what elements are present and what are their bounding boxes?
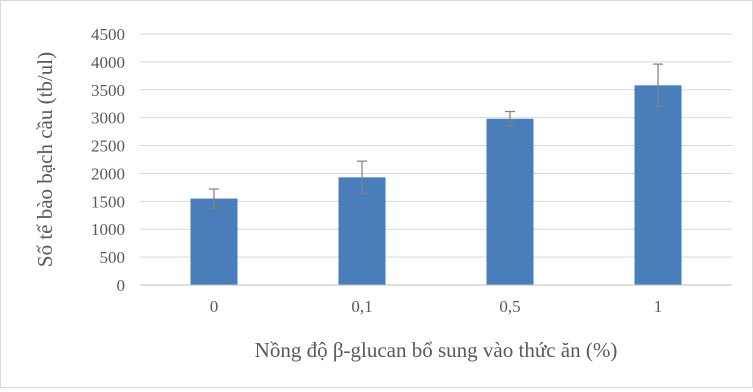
y-tick-label: 500 <box>100 248 126 267</box>
y-tick-label: 0 <box>117 276 126 295</box>
x-axis-title: Nồng độ β-glucan bổ sung vào thức ăn (%) <box>255 338 618 362</box>
y-tick-label: 1000 <box>91 220 125 239</box>
bars <box>190 85 682 285</box>
tick-labels: 0 500 1000 1500 2000 2500 3000 3500 4000 4500 0 0,1… <box>91 25 662 316</box>
y-tick-label: 4500 <box>91 25 125 44</box>
x-tick-label: 0 <box>210 297 219 316</box>
bar <box>634 85 682 285</box>
x-tick-label: 1 <box>654 297 663 316</box>
y-axis-title: Số tế bào bạch cầu (tb/ul) <box>33 52 57 267</box>
x-tick-label: 0,1 <box>351 297 372 316</box>
bar <box>338 177 386 285</box>
y-tick-label: 1500 <box>91 192 125 211</box>
y-tick-label: 3000 <box>91 109 125 128</box>
y-tick-label: 2000 <box>91 164 125 183</box>
y-tick-label: 4000 <box>91 53 125 72</box>
bar <box>486 118 534 285</box>
y-tick-label: 3500 <box>91 81 125 100</box>
error-bars <box>209 63 663 209</box>
gridlines <box>140 33 732 258</box>
y-tick-label: 2500 <box>91 137 125 156</box>
x-tick-label: 0,5 <box>499 297 520 316</box>
bar <box>190 198 238 285</box>
